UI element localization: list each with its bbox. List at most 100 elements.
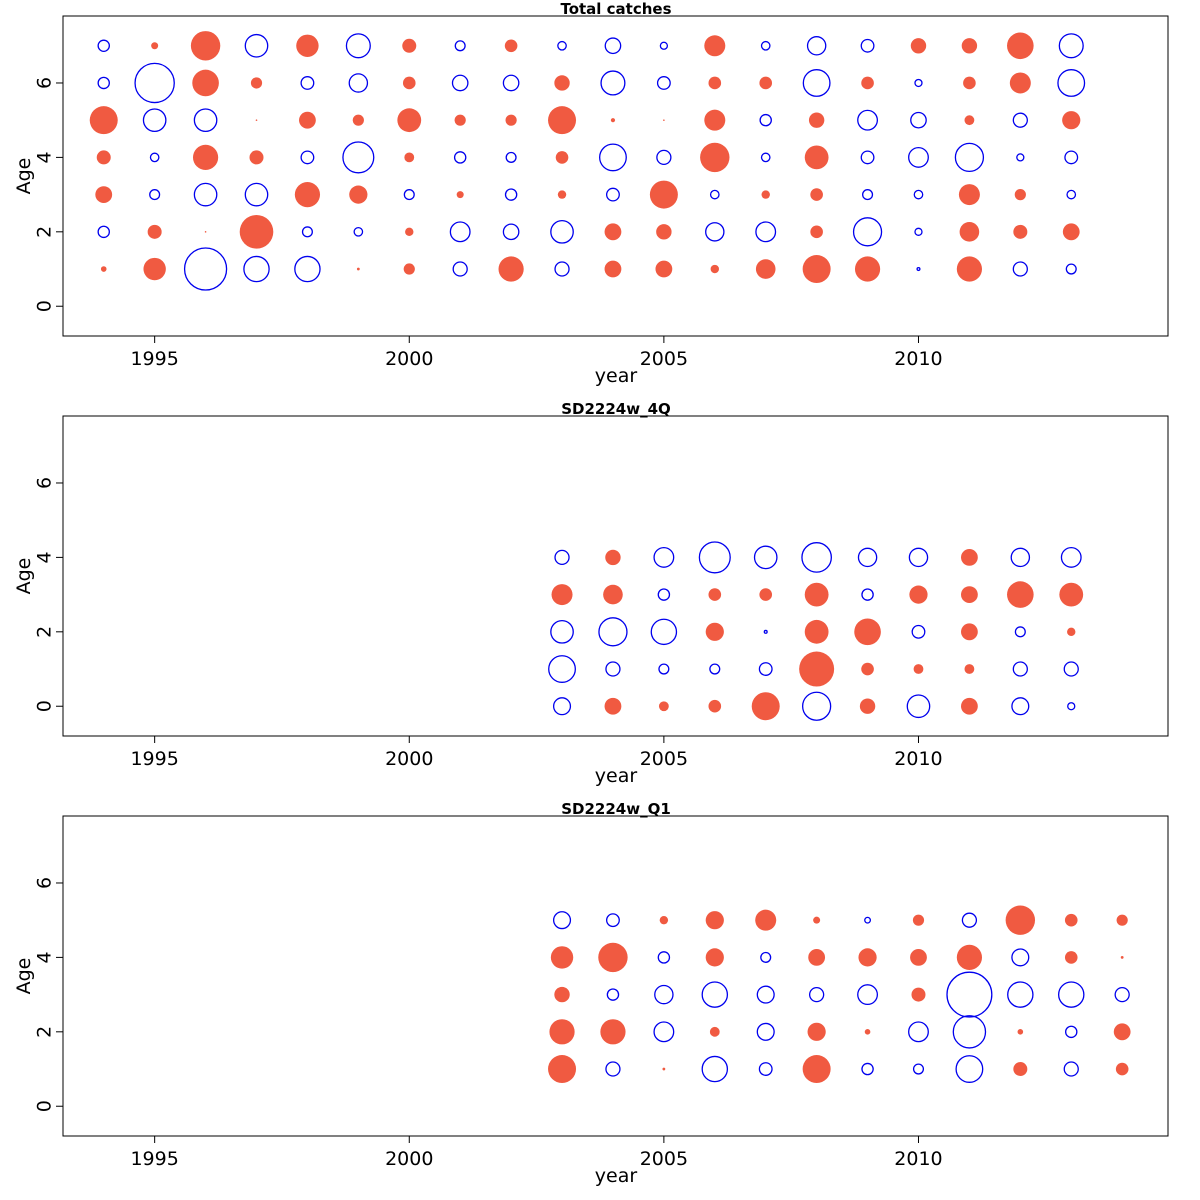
bubble-positive	[759, 588, 773, 601]
bubble-positive	[96, 150, 111, 165]
bubble-positive	[557, 190, 567, 199]
bubble-positive	[604, 260, 622, 278]
bubble-positive	[705, 948, 724, 967]
bubble-positive	[1013, 224, 1028, 239]
bubble-negative	[1065, 263, 1077, 275]
bubble-negative	[946, 971, 993, 1018]
bubble-negative	[149, 152, 160, 163]
bubble-positive	[804, 582, 829, 607]
bubble-positive	[600, 1019, 626, 1045]
bubble-negative	[97, 39, 110, 53]
bubble-negative	[758, 662, 773, 676]
y-tick-label: 4	[34, 151, 56, 163]
bubble-negative	[1057, 69, 1086, 97]
bubbles	[548, 541, 1084, 721]
bubble-negative	[348, 73, 369, 93]
bubble-negative	[142, 108, 167, 133]
y-tick-label: 0	[34, 700, 56, 712]
bubble-negative	[606, 988, 620, 1001]
bubble-negative	[913, 189, 924, 200]
bubble-positive	[755, 259, 776, 279]
bubble-negative	[550, 619, 574, 644]
bubble-positive	[352, 114, 364, 126]
bubble-positive	[961, 548, 978, 566]
bubble-positive	[603, 584, 623, 605]
bubble-positive	[961, 697, 978, 715]
bubble-negative	[605, 1061, 621, 1077]
x-tick-label: 2000	[385, 348, 433, 370]
bubble-positive	[813, 916, 821, 924]
bubble-negative	[802, 69, 831, 97]
bubble-negative	[654, 984, 674, 1005]
bubble-positive	[299, 111, 316, 129]
bubble-positive	[751, 692, 780, 721]
bubble-negative	[1016, 153, 1025, 162]
bubble-negative	[852, 217, 883, 247]
bubble-positive	[808, 948, 826, 966]
x-tick-label: 1995	[130, 748, 178, 770]
bubble-positive	[192, 69, 219, 97]
bubble-positive	[402, 76, 416, 90]
bubble-negative	[1014, 626, 1026, 638]
bubble-negative	[403, 189, 415, 201]
bubble-positive	[810, 188, 823, 201]
bubble-negative	[864, 916, 872, 924]
bubble-negative	[756, 1022, 775, 1041]
bubble-positive	[147, 224, 162, 239]
axis-ticks: 1995 2000 2005 2010 0 2 4 6	[34, 77, 943, 370]
bubble-negative	[1010, 547, 1031, 568]
bubble-positive	[1014, 189, 1026, 201]
bubble-negative	[599, 143, 627, 172]
bubble-positive	[1120, 955, 1124, 959]
bubble-positive	[755, 909, 777, 931]
bubble-negative	[753, 545, 778, 570]
bubble-positive	[249, 150, 264, 165]
bubble-positive	[963, 76, 976, 90]
bubble-negative	[860, 38, 875, 53]
bubble-positive	[656, 224, 672, 240]
bubble-positive	[964, 664, 975, 674]
bubble-positive	[1017, 1029, 1024, 1035]
bubble-positive	[854, 256, 881, 282]
bubble-positive	[858, 948, 877, 967]
bubbles	[548, 905, 1131, 1084]
bubble-negative	[801, 691, 832, 721]
bubble-positive	[658, 701, 669, 712]
bubble-negative	[801, 542, 832, 573]
bubble-negative	[1114, 986, 1130, 1003]
bubble-negative	[906, 694, 931, 719]
x-tick-label: 2000	[385, 748, 433, 770]
panel-title: Total catches	[560, 0, 671, 18]
bubble-positive	[551, 584, 573, 606]
y-tick-label: 2	[34, 626, 56, 638]
bubble-negative	[1012, 261, 1028, 277]
bubble-positive	[100, 266, 107, 272]
bubble-negative	[1063, 661, 1079, 677]
bubble-negative	[701, 981, 729, 1008]
bubble-positive	[403, 263, 415, 275]
x-tick-label: 2005	[640, 1148, 688, 1170]
axis-ticks: 1995 2000 2005 2010 0 2 4 6	[34, 877, 943, 1170]
bubble-negative	[353, 226, 364, 237]
panel-sd2224w-q1: SD2224w_Q1 1995 2000 2005 2010 0 2 4 6 year Age	[13, 800, 1169, 1187]
bubble-negative	[1058, 33, 1084, 59]
bubble-positive	[143, 257, 166, 281]
x-tick-label: 2010	[894, 348, 942, 370]
bubble-positive	[1064, 951, 1078, 964]
bubble-negative	[342, 141, 375, 174]
bubble-negative	[449, 221, 471, 243]
bubble-negative	[955, 1055, 984, 1083]
x-tick-label: 2010	[894, 748, 942, 770]
bubble-positive	[759, 76, 773, 90]
bubble-positive	[808, 112, 825, 128]
y-tick-label: 2	[34, 1026, 56, 1038]
bubble-positive	[548, 106, 577, 135]
bubble-positive	[804, 619, 829, 644]
bubble-negative	[760, 152, 771, 163]
x-tick-label: 2010	[894, 1148, 942, 1170]
bubble-positive	[912, 914, 925, 926]
bubble-negative	[557, 40, 567, 51]
bubble-positive	[1113, 1023, 1131, 1041]
x-tick-label: 1995	[130, 1148, 178, 1170]
bubble-negative	[1066, 189, 1077, 200]
